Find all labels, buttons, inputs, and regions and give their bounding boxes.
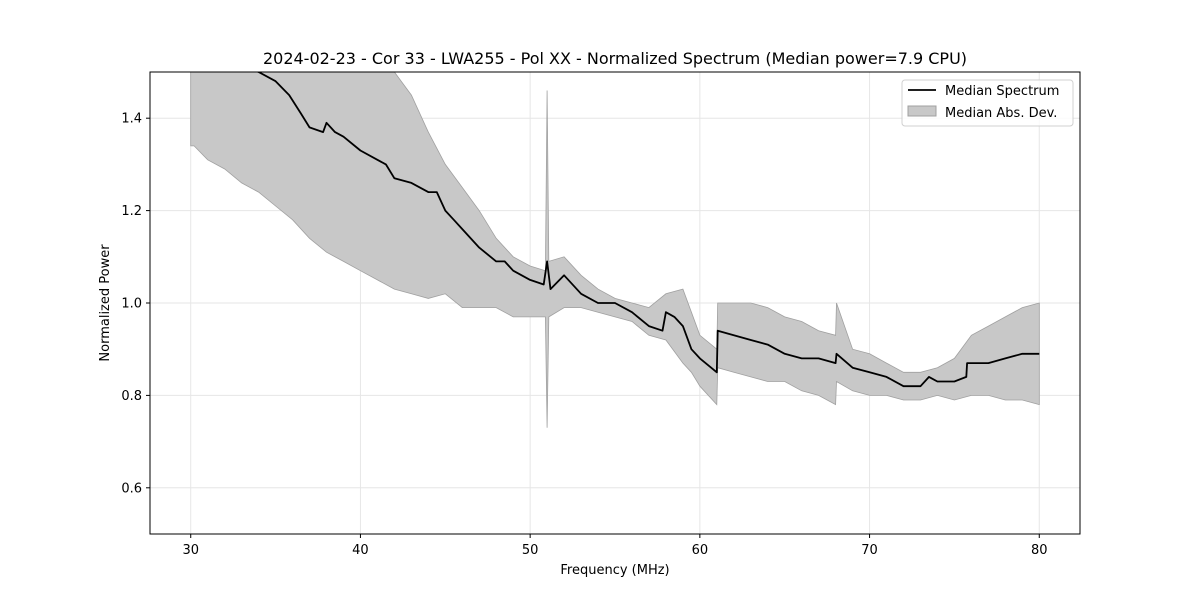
legend-median-abs-dev: Median Abs. Dev. xyxy=(945,106,1057,121)
x-axis: 30 40 50 60 70 80 xyxy=(182,534,1048,558)
x-tick-label: 40 xyxy=(352,543,369,558)
x-tick-label: 80 xyxy=(1031,543,1048,558)
x-tick-label: 30 xyxy=(182,543,199,558)
legend: Median Spectrum Median Abs. Dev. xyxy=(901,79,1074,127)
legend-box xyxy=(901,79,1074,127)
x-tick-label: 60 xyxy=(692,543,709,558)
legend-band-swatch xyxy=(907,105,937,117)
median-abs-dev-band xyxy=(190,72,1040,428)
chart-title: 2024-02-23 - Cor 33 - LWA255 - Pol XX - … xyxy=(263,49,967,68)
y-tick-label: 0.8 xyxy=(121,389,142,404)
y-tick-label: 1.0 xyxy=(121,297,142,312)
y-axis-label: Normalized Power xyxy=(98,244,113,362)
x-axis-label: Frequency (MHz) xyxy=(560,563,669,578)
legend-median-spectrum: Median Spectrum xyxy=(945,84,1059,99)
y-tick-label: 1.2 xyxy=(121,204,142,219)
y-tick-label: 0.6 xyxy=(121,481,142,496)
median-spectrum-line xyxy=(256,72,1040,388)
x-tick-label: 70 xyxy=(861,543,878,558)
y-axis: 0.6 0.8 1.0 1.2 1.4 xyxy=(121,112,150,496)
y-tick-label: 1.4 xyxy=(121,112,142,127)
x-tick-label: 50 xyxy=(522,543,539,558)
